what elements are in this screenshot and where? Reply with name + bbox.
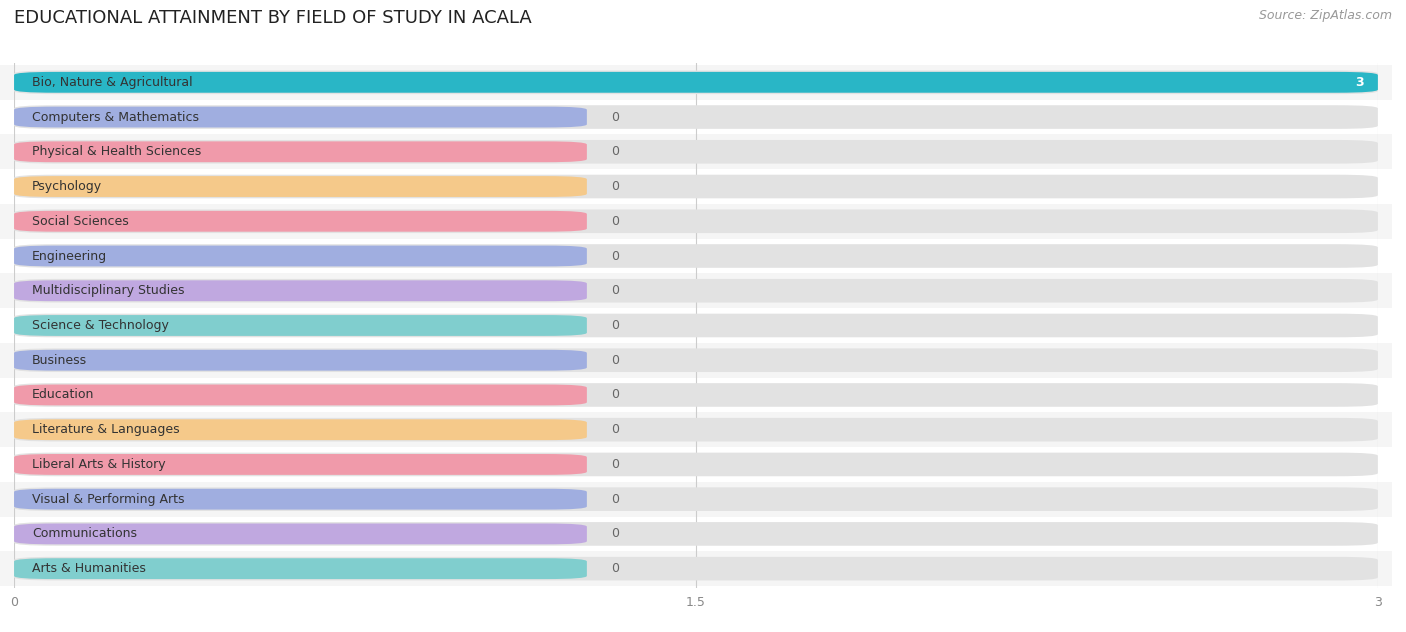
Bar: [0, 447, 1392, 482]
FancyBboxPatch shape: [14, 174, 1378, 198]
FancyBboxPatch shape: [14, 246, 586, 267]
FancyBboxPatch shape: [14, 211, 586, 232]
FancyBboxPatch shape: [14, 558, 586, 579]
FancyBboxPatch shape: [14, 107, 586, 128]
Text: 3: 3: [1355, 76, 1364, 89]
FancyBboxPatch shape: [14, 557, 1378, 580]
Bar: [0, 308, 1392, 343]
Text: 0: 0: [612, 562, 620, 575]
Text: 0: 0: [612, 528, 620, 540]
Text: 0: 0: [612, 319, 620, 332]
FancyBboxPatch shape: [14, 315, 586, 336]
FancyBboxPatch shape: [14, 453, 1378, 477]
FancyBboxPatch shape: [14, 383, 1378, 407]
Bar: [0, 482, 1392, 516]
Text: 0: 0: [612, 354, 620, 367]
Bar: [0, 343, 1392, 377]
FancyBboxPatch shape: [14, 487, 1378, 511]
Bar: [0, 204, 1392, 239]
FancyBboxPatch shape: [14, 142, 586, 162]
FancyBboxPatch shape: [14, 523, 586, 544]
Text: Computers & Mathematics: Computers & Mathematics: [32, 111, 198, 123]
Text: Physical & Health Sciences: Physical & Health Sciences: [32, 145, 201, 158]
FancyBboxPatch shape: [14, 522, 1378, 545]
Text: Communications: Communications: [32, 528, 136, 540]
Text: Science & Technology: Science & Technology: [32, 319, 169, 332]
Text: 0: 0: [612, 458, 620, 471]
FancyBboxPatch shape: [14, 313, 1378, 337]
Bar: [0, 551, 1392, 586]
Text: Social Sciences: Social Sciences: [32, 215, 128, 228]
Text: 0: 0: [612, 145, 620, 158]
Text: 0: 0: [612, 389, 620, 401]
FancyBboxPatch shape: [14, 384, 586, 405]
FancyBboxPatch shape: [14, 106, 1378, 129]
Text: 0: 0: [612, 180, 620, 193]
FancyBboxPatch shape: [14, 244, 1378, 268]
Text: Visual & Performing Arts: Visual & Performing Arts: [32, 493, 184, 506]
FancyBboxPatch shape: [14, 348, 1378, 372]
FancyBboxPatch shape: [14, 281, 586, 301]
FancyBboxPatch shape: [14, 349, 586, 370]
Bar: [0, 65, 1392, 100]
Text: Liberal Arts & History: Liberal Arts & History: [32, 458, 166, 471]
FancyBboxPatch shape: [14, 209, 1378, 233]
FancyBboxPatch shape: [14, 279, 1378, 303]
FancyBboxPatch shape: [14, 140, 1378, 164]
FancyBboxPatch shape: [14, 176, 586, 197]
Bar: [0, 100, 1392, 135]
Text: 0: 0: [612, 493, 620, 506]
FancyBboxPatch shape: [14, 71, 1378, 94]
FancyBboxPatch shape: [14, 419, 586, 440]
Text: Engineering: Engineering: [32, 250, 107, 262]
Text: Literature & Languages: Literature & Languages: [32, 423, 180, 436]
FancyBboxPatch shape: [14, 454, 586, 475]
Text: 0: 0: [612, 250, 620, 262]
Text: Business: Business: [32, 354, 87, 367]
Bar: [0, 377, 1392, 412]
Bar: [0, 135, 1392, 169]
Text: 0: 0: [612, 284, 620, 297]
Text: EDUCATIONAL ATTAINMENT BY FIELD OF STUDY IN ACALA: EDUCATIONAL ATTAINMENT BY FIELD OF STUDY…: [14, 9, 531, 27]
Text: 0: 0: [612, 423, 620, 436]
Text: Psychology: Psychology: [32, 180, 101, 193]
Text: Source: ZipAtlas.com: Source: ZipAtlas.com: [1258, 9, 1392, 23]
Bar: [0, 516, 1392, 551]
Text: Education: Education: [32, 389, 94, 401]
Bar: [0, 274, 1392, 308]
FancyBboxPatch shape: [14, 72, 1378, 93]
Text: 0: 0: [612, 215, 620, 228]
Text: Bio, Nature & Agricultural: Bio, Nature & Agricultural: [32, 76, 193, 89]
Bar: [0, 169, 1392, 204]
Text: Arts & Humanities: Arts & Humanities: [32, 562, 146, 575]
FancyBboxPatch shape: [14, 418, 1378, 442]
Bar: [0, 412, 1392, 447]
Bar: [0, 239, 1392, 274]
Text: 0: 0: [612, 111, 620, 123]
Text: Multidisciplinary Studies: Multidisciplinary Studies: [32, 284, 184, 297]
FancyBboxPatch shape: [14, 489, 586, 509]
